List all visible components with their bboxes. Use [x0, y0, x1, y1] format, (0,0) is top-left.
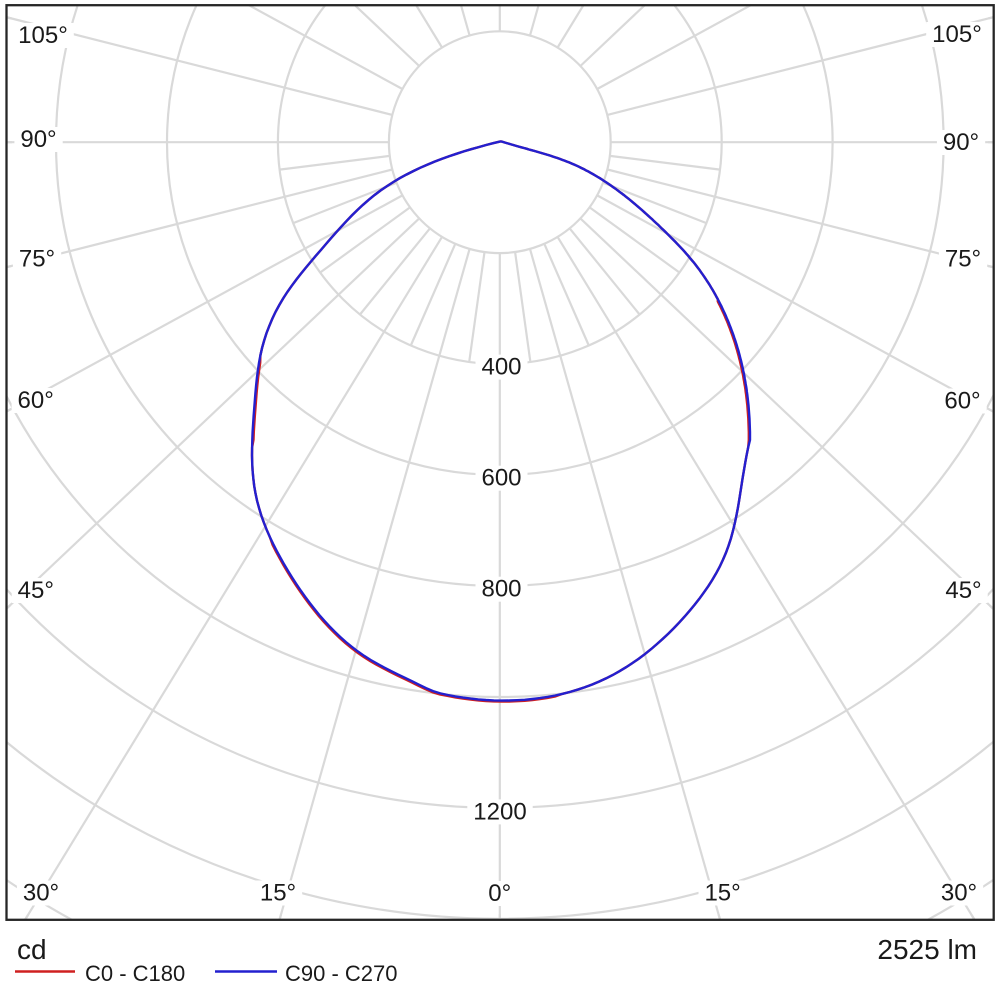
- svg-text:90°: 90°: [943, 129, 979, 156]
- svg-text:105°: 105°: [18, 22, 68, 49]
- svg-text:75°: 75°: [19, 246, 55, 273]
- svg-text:400: 400: [481, 354, 521, 381]
- svg-text:30°: 30°: [941, 880, 977, 907]
- svg-text:90°: 90°: [20, 126, 56, 153]
- svg-text:30°: 30°: [23, 880, 59, 907]
- svg-text:105°: 105°: [932, 21, 982, 48]
- svg-text:15°: 15°: [260, 880, 296, 907]
- svg-text:60°: 60°: [18, 387, 54, 414]
- svg-text:C0 - C180: C0 - C180: [85, 961, 185, 986]
- svg-text:800: 800: [481, 576, 521, 603]
- svg-text:2525 lm: 2525 lm: [877, 934, 977, 965]
- svg-text:600: 600: [481, 465, 521, 492]
- svg-text:15°: 15°: [704, 880, 740, 907]
- svg-text:60°: 60°: [944, 388, 980, 415]
- svg-text:45°: 45°: [18, 577, 54, 604]
- svg-text:75°: 75°: [945, 246, 981, 273]
- svg-text:45°: 45°: [945, 577, 981, 604]
- svg-text:C90 - C270: C90 - C270: [285, 961, 398, 986]
- svg-text:cd: cd: [17, 934, 47, 965]
- svg-text:1200: 1200: [473, 798, 526, 825]
- svg-text:0°: 0°: [488, 880, 511, 907]
